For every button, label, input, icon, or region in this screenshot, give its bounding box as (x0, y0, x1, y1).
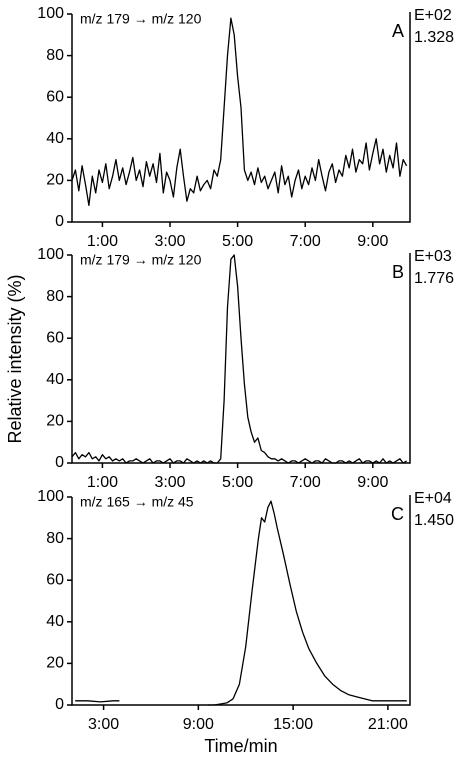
x-tick-label: 3:00 (88, 716, 119, 733)
x-tick-label: 9:00 (183, 716, 214, 733)
panel-letter: C (391, 504, 404, 524)
x-tick-label: 1:00 (87, 474, 118, 491)
x-tick-label: 9:00 (357, 233, 388, 250)
y-tick-label: 40 (46, 613, 64, 630)
x-tick-label: 3:00 (154, 474, 185, 491)
x-tick-label: 5:00 (222, 474, 253, 491)
y-tick-label: 100 (37, 488, 64, 505)
x-tick-label: 7:00 (290, 474, 321, 491)
trace (71, 17, 408, 207)
scale-value: 1.776 (414, 270, 454, 287)
x-tick-label: 1:00 (87, 233, 118, 250)
y-tick-label: 20 (46, 413, 64, 430)
y-tick-label: 0 (55, 213, 64, 230)
x-axis-label: Time/min (204, 736, 277, 756)
y-tick-label: 100 (37, 5, 64, 22)
y-tick-label: 20 (46, 655, 64, 672)
y-tick-label: 0 (55, 454, 64, 471)
y-tick-label: 40 (46, 130, 64, 147)
transition-label: m/z 179 → m/z 120 (80, 11, 202, 27)
axis-frame (71, 495, 411, 706)
y-tick-label: 40 (46, 371, 64, 388)
y-tick-label: 60 (46, 88, 64, 105)
x-tick-label: 7:00 (290, 233, 321, 250)
x-tick-label: 5:00 (222, 233, 253, 250)
scale-value: 1.328 (414, 29, 454, 46)
scale-value: 1.450 (414, 512, 454, 529)
y-tick-label: 100 (37, 246, 64, 263)
x-tick-label: 15:00 (273, 716, 313, 733)
panel-letter: A (392, 21, 404, 41)
exponent: E+04 (414, 490, 452, 507)
y-tick-label: 0 (55, 696, 64, 713)
trace (71, 254, 407, 464)
exponent: E+03 (414, 248, 452, 265)
y-axis-label: Relative intensity (%) (5, 274, 25, 443)
y-tick-label: 80 (46, 288, 64, 305)
y-tick-label: 80 (46, 47, 64, 64)
axis-frame (71, 253, 411, 464)
y-tick-label: 20 (46, 172, 64, 189)
exponent: E+02 (414, 7, 452, 24)
transition-label: m/z 179 → m/z 120 (80, 252, 202, 268)
x-tick-label: 9:00 (357, 474, 388, 491)
x-tick-label: 21:00 (368, 716, 408, 733)
axis-frame (71, 12, 411, 223)
y-tick-label: 80 (46, 530, 64, 547)
transition-label: m/z 165 → m/z 45 (80, 494, 194, 510)
y-tick-label: 60 (46, 571, 64, 588)
panel-letter: B (392, 262, 404, 282)
y-tick-label: 60 (46, 329, 64, 346)
x-tick-label: 3:00 (154, 233, 185, 250)
trace (75, 500, 407, 706)
